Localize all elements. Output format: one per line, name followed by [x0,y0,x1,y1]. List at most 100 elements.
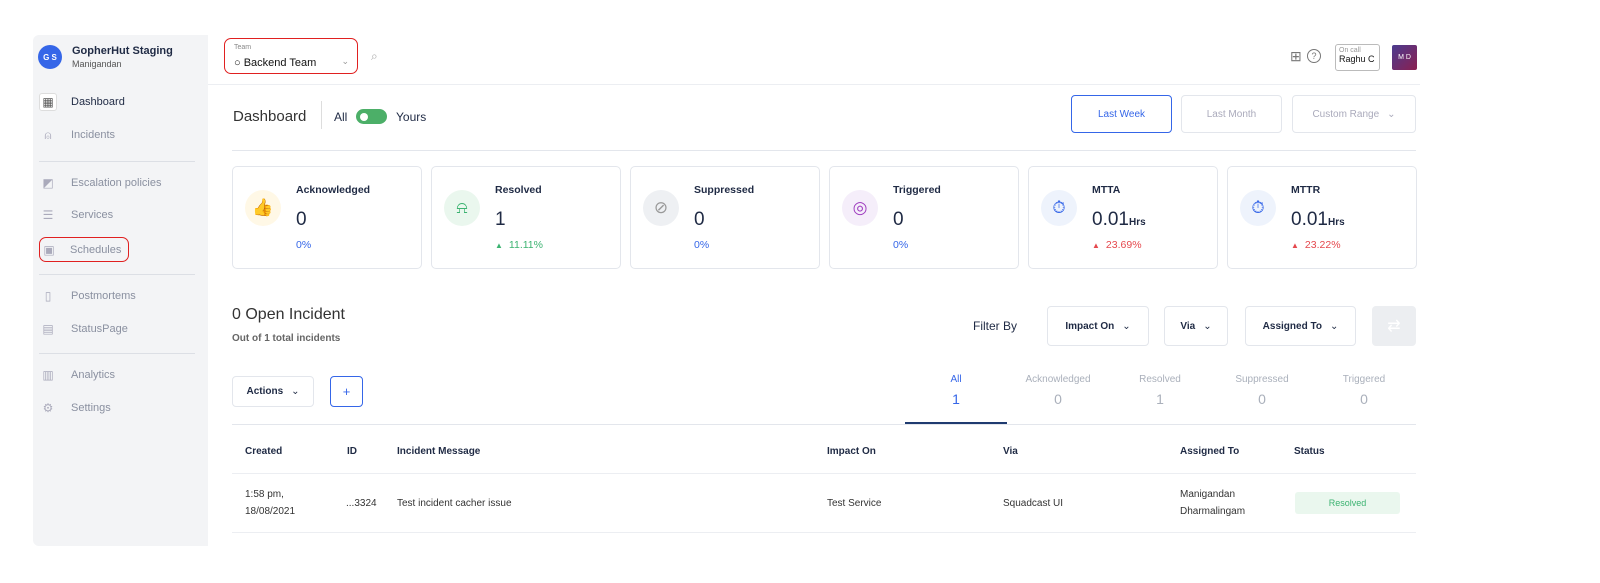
sidebar-item-settings[interactable]: ⚙ Settings [39,397,199,419]
tab-suppressed[interactable]: Suppressed 0 [1211,374,1313,407]
col-assigned-to[interactable]: Assigned To [1180,446,1240,457]
dashboard-icon: ▦ [39,93,57,111]
user-avatar[interactable]: M D [1392,45,1417,70]
card-number: 0.01 [1092,209,1129,230]
tab-count: 0 [1054,391,1062,407]
tab-triggered[interactable]: Triggered 0 [1313,374,1415,407]
target-icon: ◎ [842,190,878,226]
divider [232,150,1416,151]
card-number: 0.01 [1291,209,1328,230]
gift-icon[interactable]: ⊞ [1290,48,1302,64]
last-week-button[interactable]: Last Week [1071,95,1172,133]
col-status[interactable]: Status [1294,446,1325,457]
services-icon: ☰ [42,208,54,222]
sidebar-item-analytics[interactable]: ▥ Analytics [39,364,199,386]
siren-icon: ⍝ [44,127,52,142]
card-change-value: 0% [694,239,710,251]
card-change-value: 23.69% [1105,239,1142,251]
stat-card-triggered[interactable]: ◎ Triggered 0 0% [829,166,1019,269]
sidebar-item-postmortems[interactable]: ▯ Postmortems [39,285,199,307]
col-id[interactable]: ID [347,446,357,457]
card-value: 0 [694,209,705,231]
sidebar-item-schedules[interactable]: ▣ Schedules [39,237,129,262]
divider [39,161,195,162]
open-incident-title: 0 Open Incident [232,306,345,323]
tab-acknowledged[interactable]: Acknowledged 0 [1007,374,1109,407]
stat-card-resolved[interactable]: ⍾ Resolved 1 ▲ 11.11% [431,166,621,269]
filter-label: Via [1180,320,1196,332]
oncall-badge[interactable]: On call Raghu C [1335,44,1380,71]
via-cell: Squadcast UI [1003,498,1064,509]
actions-button[interactable]: Actions ⌄ [232,376,314,407]
help-icon[interactable]: ? [1307,49,1321,63]
chart-icon: ▥ [42,368,54,382]
card-number: 0 [296,209,307,230]
stat-card-suppressed[interactable]: ⊘ Suppressed 0 0% [630,166,820,269]
tab-resolved[interactable]: Resolved 1 [1109,374,1211,407]
via-filter[interactable]: Via ⌄ [1164,306,1228,346]
tab-all[interactable]: All 1 [905,374,1007,407]
team-selector[interactable]: Team ○ Backend Team ⌄ [224,38,358,74]
card-change-value: 0% [893,239,909,251]
org-user: Manigandan [72,59,122,69]
card-number: 0 [694,209,705,230]
stopwatch-icon: ⏱ [1041,190,1077,226]
card-title: Resolved [495,184,542,196]
card-change: 0% [893,239,908,251]
sidebar-item-label: Escalation policies [71,177,162,189]
col-message[interactable]: Incident Message [397,446,481,457]
created-cell: 1:58 pm, 18/08/2021 [245,486,295,520]
org-avatar[interactable]: G S [38,45,62,69]
last-month-button[interactable]: Last Month [1181,95,1282,133]
sidebar-item-escalation-policies[interactable]: ◩ Escalation policies [39,172,199,194]
stat-card-acknowledged[interactable]: 👍 Acknowledged 0 0% [232,166,422,269]
actions-label: Actions [246,386,284,397]
all-yours-toggle[interactable] [356,109,387,124]
custom-range-button[interactable]: Custom Range ⌄ [1292,95,1416,133]
col-impact-on[interactable]: Impact On [827,446,876,457]
table-row[interactable]: 1:58 pm, 18/08/2021 ...3324 Test incident… [232,474,1416,532]
impact-cell: Test Service [827,498,882,509]
created-date: 18/08/2021 [245,506,296,517]
assigned-to-filter[interactable]: Assigned To ⌄ [1245,306,1356,346]
team-icon: ○ [234,57,244,69]
col-via[interactable]: Via [1003,446,1018,457]
col-created[interactable]: Created [245,446,283,457]
custom-range-label: Custom Range [1312,108,1380,120]
divider [232,532,1416,533]
card-title: MTTR [1291,184,1321,196]
card-change-value: 0% [296,239,312,251]
stat-card-mtta[interactable]: ⏱ MTTA 0.01Hrs ▲ 23.69% [1028,166,1218,269]
message-cell[interactable]: Test incident cacher issue [397,498,512,509]
search-icon[interactable]: ⌕ [371,49,378,63]
card-change: ▲ 23.22% [1291,239,1341,251]
sidebar-item-label: Dashboard [71,96,125,108]
assigned-last: Dharmalingam [1180,506,1246,517]
add-incident-button[interactable]: + [330,376,363,407]
clipboard-icon: ▯ [44,289,52,303]
tab-label: Acknowledged [1025,374,1091,385]
card-change-value: 11.11% [508,239,543,251]
sidebar: G S GopherHut Staging Manigandan ▦ Dashbo… [33,35,208,546]
toggle-yours-label: Yours [396,110,427,124]
sidebar-item-statuspage[interactable]: ▤ StatusPage [39,318,199,340]
card-change-value: 23.22% [1304,239,1341,251]
reset-filters-button[interactable]: ⇄ [1372,306,1416,346]
card-value: 1 [495,209,506,231]
impact-on-filter[interactable]: Impact On ⌄ [1047,306,1149,346]
assigned-cell: Manigandan Dharmalingam [1180,486,1245,520]
id-cell: ...3324 [346,498,377,509]
team-value: ○ Backend Team [234,57,316,69]
sidebar-item-label: Schedules [70,243,122,256]
org-name[interactable]: GopherHut Staging [72,45,173,57]
sidebar-item-dashboard[interactable]: ▦ Dashboard [39,91,199,113]
tab-label: Triggered [1342,374,1386,385]
siren-blocked-icon: ⊘ [643,190,679,226]
sidebar-item-services[interactable]: ☰ Services [39,204,199,226]
sidebar-item-incidents[interactable]: ⍝ Incidents [39,124,199,146]
card-number: 0 [893,209,904,230]
chevron-down-icon: ⌄ [1329,320,1339,332]
stat-card-mttr[interactable]: ⏱ MTTR 0.01Hrs ▲ 23.22% [1227,166,1417,269]
tab-label: All [950,374,962,385]
card-title: MTTA [1092,184,1121,196]
